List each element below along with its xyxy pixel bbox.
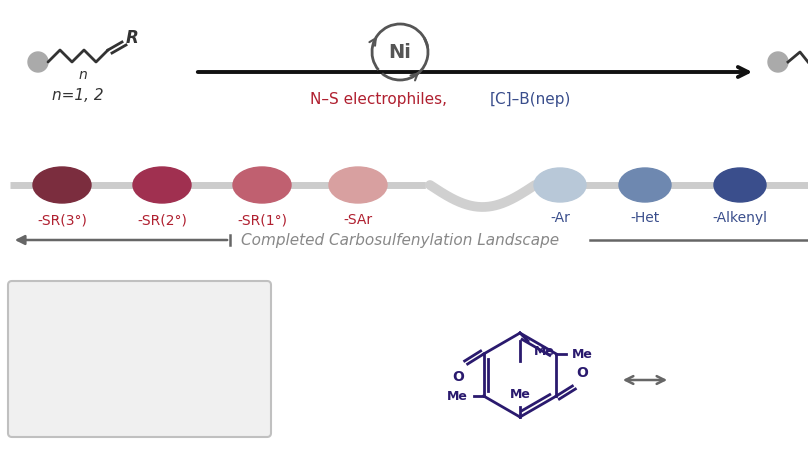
Text: Completed Carbosulfenylation Landscape: Completed Carbosulfenylation Landscape	[241, 233, 559, 248]
Text: -Ar: -Ar	[550, 211, 570, 225]
Text: -SR(2°): -SR(2°)	[137, 213, 187, 227]
Circle shape	[768, 52, 788, 72]
Circle shape	[28, 52, 48, 72]
Text: Me: Me	[572, 348, 593, 360]
Text: O: O	[452, 370, 464, 384]
Text: bond formation: bond formation	[28, 360, 145, 375]
Text: via:: via:	[28, 303, 60, 318]
Ellipse shape	[534, 168, 586, 202]
Text: Me: Me	[447, 389, 468, 403]
FancyBboxPatch shape	[8, 281, 271, 437]
Ellipse shape	[619, 168, 671, 202]
Text: -Het: -Het	[630, 211, 659, 225]
Text: n: n	[78, 68, 87, 82]
Ellipse shape	[714, 168, 766, 202]
Text: Me: Me	[534, 345, 555, 358]
Text: -Alkenyl: -Alkenyl	[713, 211, 768, 225]
Text: O: O	[576, 366, 588, 380]
Text: R: R	[126, 29, 139, 47]
Text: [C]–B(nep): [C]–B(nep)	[490, 92, 571, 107]
Text: n=1, 2: n=1, 2	[53, 88, 103, 103]
Ellipse shape	[33, 167, 91, 203]
Text: promoted C–C and C–S: promoted C–C and C–S	[28, 341, 203, 356]
Ellipse shape	[233, 167, 291, 203]
Text: -SR(3°): -SR(3°)	[37, 213, 87, 227]
Text: hemilabile quinone ligand: hemilabile quinone ligand	[28, 322, 225, 337]
Text: -SR(1°): -SR(1°)	[237, 213, 287, 227]
Text: Ni: Ni	[389, 42, 411, 61]
Text: Me: Me	[510, 388, 530, 401]
Text: redox-active: redox-active	[60, 303, 160, 318]
Ellipse shape	[329, 167, 387, 203]
Text: N–S electrophiles,: N–S electrophiles,	[310, 92, 452, 107]
Ellipse shape	[133, 167, 191, 203]
Text: -SAr: -SAr	[343, 213, 372, 227]
